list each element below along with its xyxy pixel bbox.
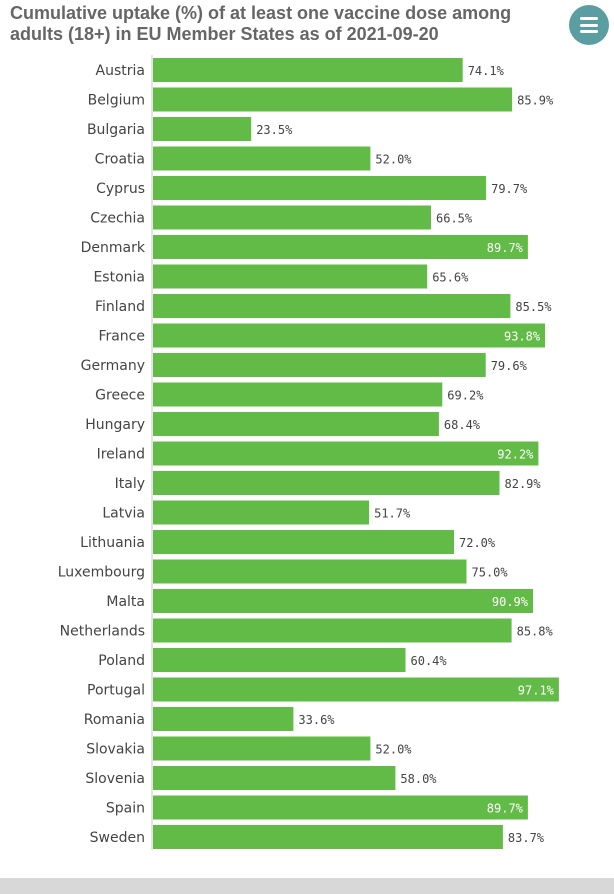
category-label: Slovenia [85, 771, 145, 787]
footer-bar [0, 878, 614, 894]
category-label: Ireland [97, 447, 145, 463]
bar [153, 677, 559, 702]
category-label: Czechia [90, 211, 145, 227]
value-label: 23.5% [256, 123, 293, 137]
bar [153, 87, 513, 112]
category-label: Croatia [95, 152, 145, 168]
value-label: 97.1% [518, 684, 555, 698]
bar [153, 323, 546, 348]
category-label: Slovakia [86, 742, 145, 758]
category-label: Romania [84, 712, 145, 728]
menu-button[interactable] [569, 5, 609, 45]
value-label: 52.0% [375, 153, 412, 167]
value-label: 85.5% [515, 300, 552, 314]
value-label: 89.7% [487, 241, 524, 255]
bar [153, 648, 406, 672]
category-label: Poland [98, 653, 145, 669]
hamburger-menu-icon [580, 17, 598, 33]
value-label: 60.4% [411, 654, 448, 668]
value-label: 72.0% [459, 536, 496, 550]
value-label: 68.4% [444, 418, 481, 432]
value-label: 93.8% [504, 330, 541, 344]
value-label: 82.9% [505, 477, 542, 491]
value-label: 66.5% [436, 212, 473, 226]
bar [153, 58, 463, 82]
category-label: Cyprus [96, 181, 145, 197]
value-label: 83.7% [508, 831, 545, 845]
category-label: Estonia [93, 270, 145, 286]
bar [153, 146, 371, 171]
value-label: 85.9% [517, 94, 554, 108]
bar [153, 707, 294, 731]
value-label: 51.7% [374, 507, 411, 521]
value-label: 58.0% [400, 772, 437, 786]
value-label: 79.7% [491, 182, 528, 196]
category-label: Germany [81, 358, 145, 374]
value-label: 69.2% [447, 389, 484, 403]
bar [153, 205, 431, 230]
bar [153, 117, 252, 141]
bar [153, 471, 500, 495]
bar [153, 825, 503, 849]
bar [153, 589, 533, 613]
bar [153, 382, 443, 407]
bar [153, 736, 371, 761]
bar [153, 412, 439, 436]
category-label: Finland [95, 299, 145, 315]
bar [153, 559, 467, 584]
category-label: Portugal [87, 683, 145, 699]
category-label: Greece [95, 388, 145, 404]
value-label: 90.9% [492, 595, 529, 609]
category-label: Bulgaria [87, 122, 145, 138]
category-label: Lithuania [80, 535, 145, 551]
chart-title: Cumulative uptake (%) of at least one va… [10, 3, 512, 44]
value-label: 33.6% [298, 713, 335, 727]
bar [153, 235, 528, 259]
bar [153, 353, 486, 377]
category-label: Luxembourg [58, 565, 145, 581]
category-label: Malta [106, 594, 145, 610]
value-label: 79.6% [491, 359, 528, 373]
bar [153, 530, 454, 554]
category-label: Latvia [102, 506, 145, 522]
bar [153, 766, 396, 790]
bar [153, 441, 539, 466]
value-label: 89.7% [487, 802, 524, 816]
value-label: 92.2% [497, 448, 534, 462]
category-label: Spain [106, 801, 145, 817]
category-label: Belgium [88, 93, 145, 109]
bar [153, 264, 428, 289]
bar [153, 618, 512, 643]
category-label: Austria [96, 63, 145, 79]
category-label: France [98, 329, 145, 345]
category-label: Italy [115, 476, 145, 492]
value-label: 85.8% [517, 625, 554, 639]
category-label: Denmark [81, 240, 146, 256]
category-label: Sweden [90, 830, 145, 846]
value-label: 74.1% [468, 64, 505, 78]
bar [153, 795, 528, 820]
value-label: 52.0% [375, 743, 412, 757]
category-label: Hungary [85, 417, 145, 433]
category-label: Netherlands [60, 624, 145, 640]
value-label: 75.0% [472, 566, 509, 580]
bar [153, 500, 370, 525]
value-label: 65.6% [432, 271, 469, 285]
bar [153, 294, 511, 318]
bar [153, 176, 487, 200]
